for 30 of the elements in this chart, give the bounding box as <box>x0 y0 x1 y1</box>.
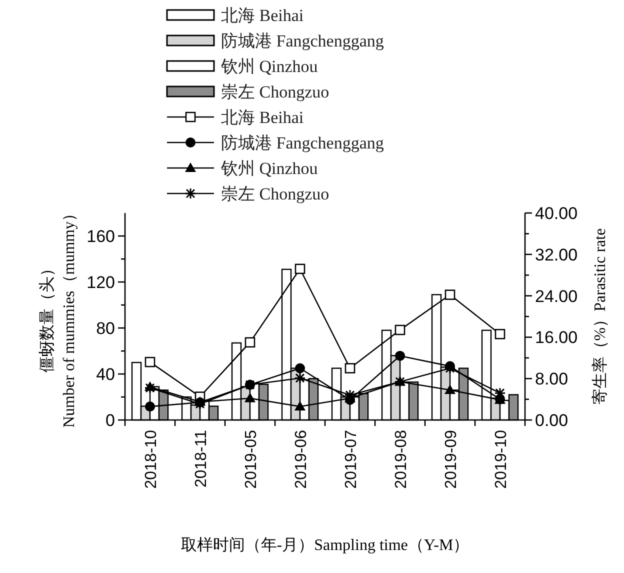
legend-label: 北海 Beihai <box>221 108 304 127</box>
x-tick-label: 2019-06 <box>293 430 310 489</box>
y-tick-label: 160 <box>86 227 115 246</box>
y2-tick-label: 16.00 <box>535 328 578 348</box>
x-tick-label: 2018-10 <box>143 430 160 489</box>
legend-label: 崇左 Chongzuo <box>221 82 330 102</box>
y2-tick-label: 0.00 <box>535 411 568 430</box>
x-tick-label: 2019-10 <box>493 430 510 489</box>
legend-label: 钦州 Qinzhou <box>220 159 318 178</box>
y-axis-title: 僵蚜数量（头） Number of mummies（mummy） <box>38 205 78 428</box>
legend-label: 防城港 Fangchenggang <box>221 134 384 152</box>
legend-label: 北海 Beihai <box>221 6 304 25</box>
y-tick-label: 120 <box>86 273 115 292</box>
y2-tick-label: 40.00 <box>535 204 578 223</box>
x-tick-label: 2019-09 <box>443 430 460 489</box>
y2-axis-title: 寄生率（%）Parasitic rate <box>591 228 609 405</box>
legend-label: 钦州 Qinzhou <box>220 57 318 76</box>
y-tick-label: 0 <box>106 411 115 430</box>
x-axis-title: 取样时间（年-月）Sampling time（Y-M） <box>180 536 470 554</box>
x-tick-label: 2019-07 <box>343 430 360 489</box>
y2-tick-label: 8.00 <box>535 370 568 389</box>
x-tick-label: 2019-05 <box>243 430 260 489</box>
y2-tick-label: 32.00 <box>535 245 578 264</box>
legend-label: 崇左 Chongzuo <box>221 184 330 204</box>
y2-tick-label: 24.00 <box>535 286 578 306</box>
x-tick-label: 2019-08 <box>393 430 410 489</box>
legend-label: 防城港 Fangchenggang <box>221 32 384 50</box>
y-tick-label: 80 <box>96 319 115 338</box>
y-tick-label: 40 <box>96 365 115 384</box>
x-tick-label: 2018-11 <box>193 430 210 488</box>
